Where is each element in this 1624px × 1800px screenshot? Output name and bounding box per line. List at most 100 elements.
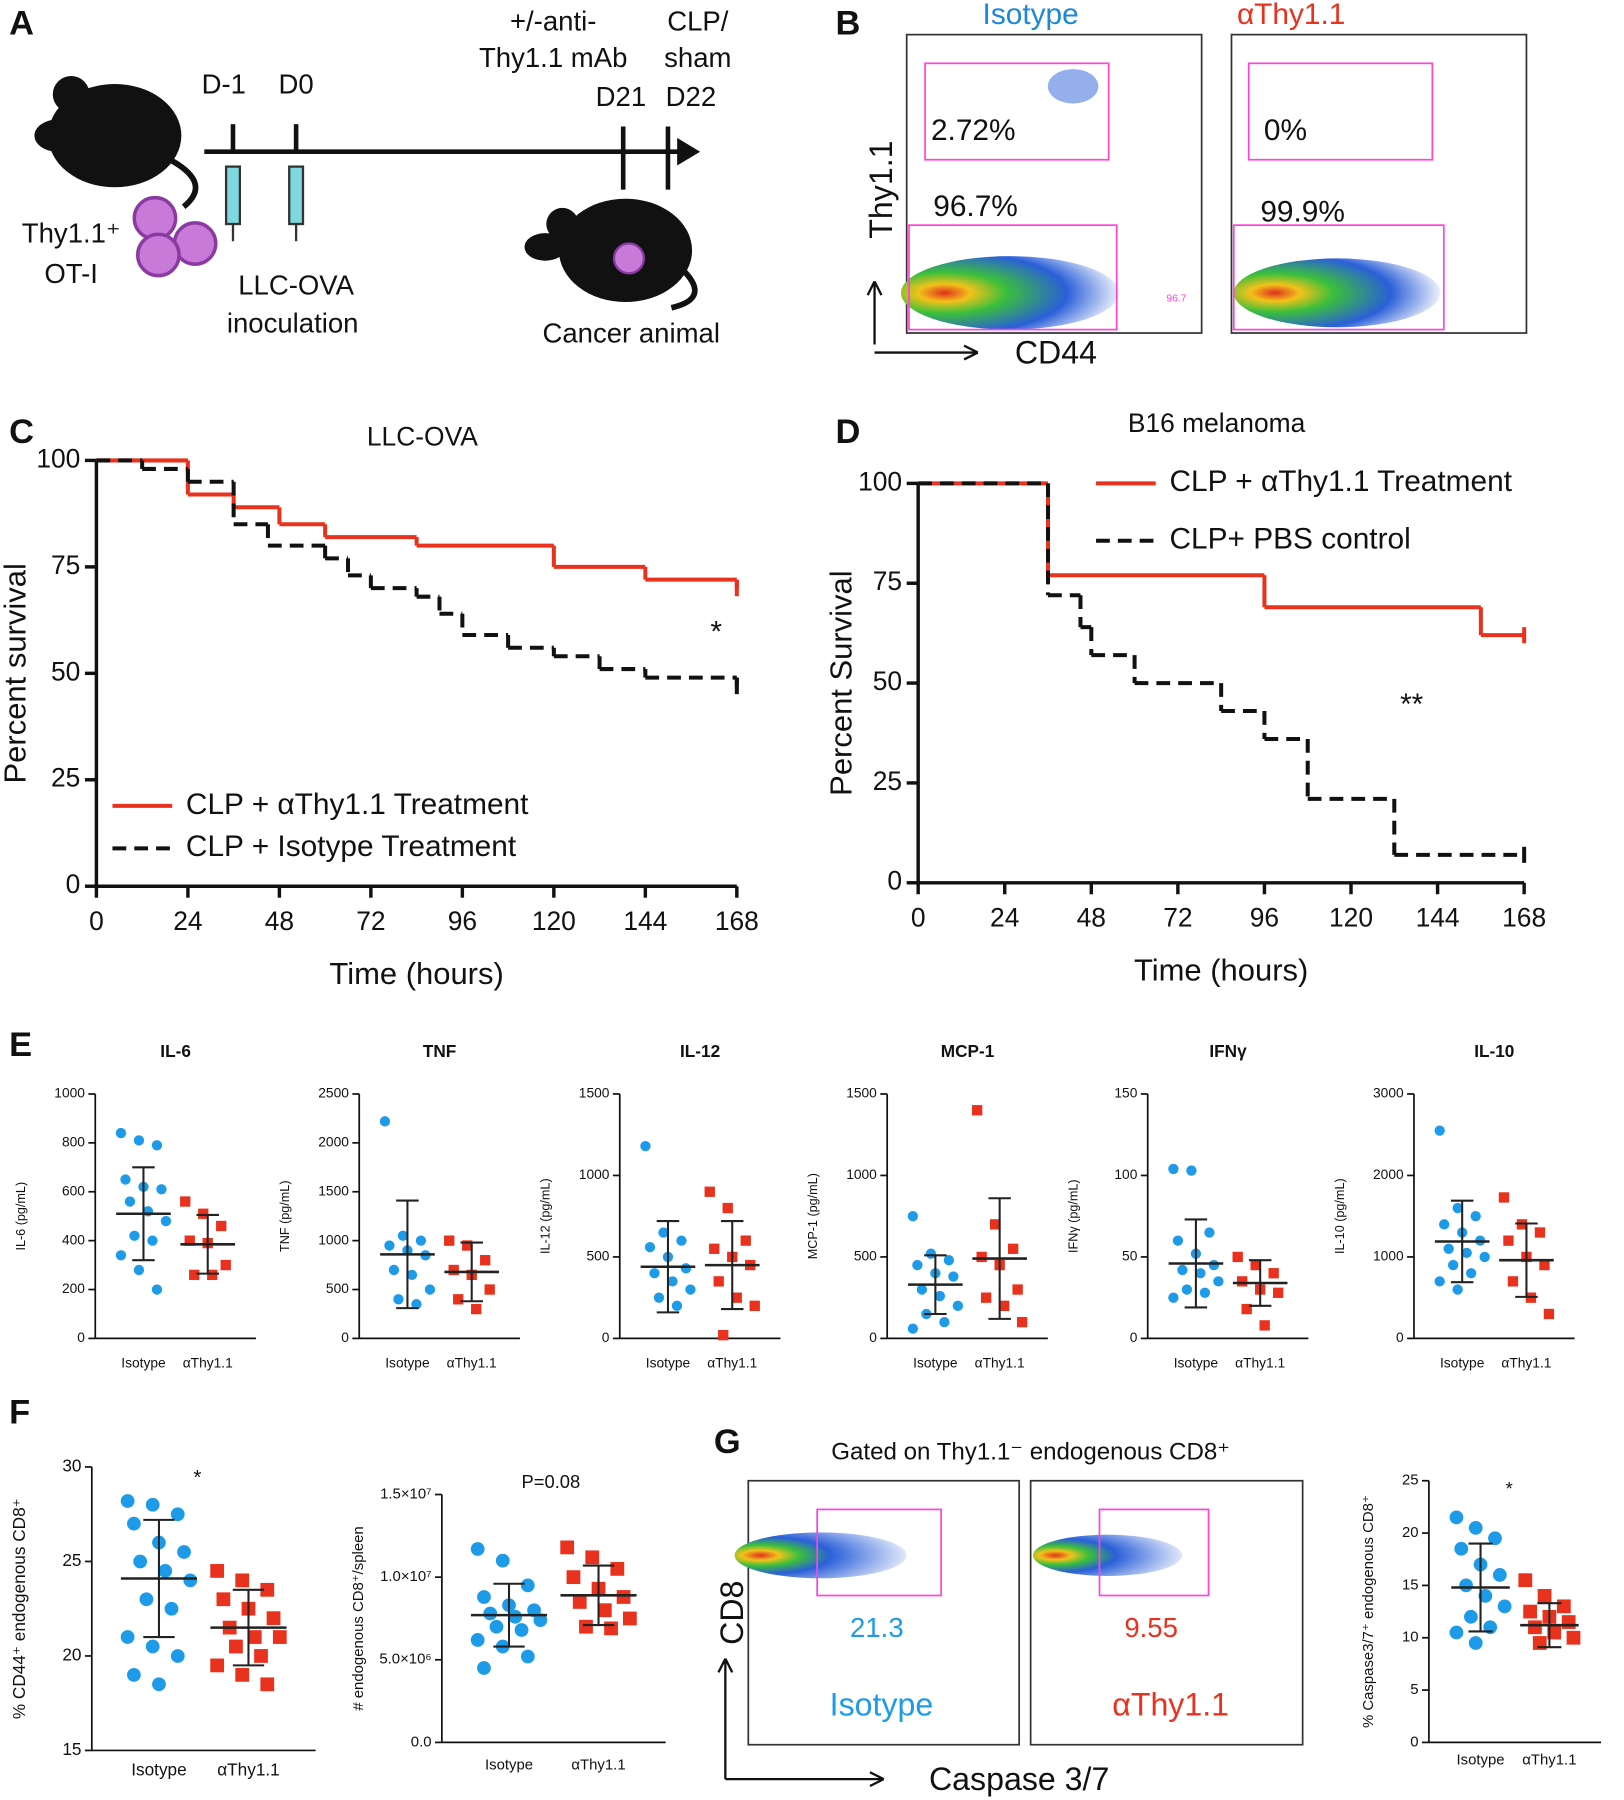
- y-label: IL-6 (pg/mL): [14, 1182, 28, 1251]
- point: [384, 1240, 395, 1251]
- point: [1448, 1259, 1459, 1271]
- y-tick-label: 1000: [579, 1167, 610, 1182]
- x-label: Time (hours): [329, 956, 503, 991]
- point: [151, 1140, 163, 1151]
- point: [566, 1570, 581, 1585]
- y-tick-label: 600: [62, 1183, 85, 1198]
- point: [579, 1619, 593, 1634]
- point: [170, 1507, 185, 1522]
- y-tick-label: 500: [854, 1249, 877, 1264]
- y-label: # endogenous CD8⁺/spleen: [350, 1526, 367, 1710]
- point: [998, 1300, 1010, 1311]
- point: [235, 1573, 250, 1588]
- panel-g-text: Gated on Thy1.1⁻ endogenous CD8⁺ CD8 Cas…: [714, 1439, 1230, 1797]
- timepoint: D21: [596, 81, 647, 112]
- point: [1468, 1636, 1483, 1650]
- point: [943, 1255, 955, 1266]
- plot-title: Gated on Thy1.1⁻ endogenous CD8⁺: [831, 1439, 1230, 1466]
- y-tick-label: 2000: [1373, 1167, 1404, 1182]
- treatment: +/-anti-: [510, 5, 596, 36]
- x-label: Time (hours): [1134, 952, 1308, 987]
- y-tick-label: 75: [873, 566, 902, 596]
- y-tick-label: 1000: [318, 1232, 349, 1247]
- point: [1012, 1284, 1023, 1295]
- gate-value: 0%: [1264, 114, 1307, 147]
- y-tick-label: 1000: [846, 1167, 877, 1182]
- x-label: Caspase 3/7: [929, 1761, 1109, 1797]
- timepoint: D0: [279, 69, 314, 100]
- point: [170, 1649, 185, 1663]
- gate-stat: 96.7: [1166, 293, 1186, 304]
- point: [912, 1259, 923, 1271]
- point: [1468, 1520, 1483, 1535]
- y-tick-label: 0: [66, 869, 81, 899]
- panel-letter: B: [836, 5, 861, 43]
- y-tick-label: 0: [341, 1330, 349, 1345]
- treatment: Thy1.1 mAb: [479, 42, 627, 73]
- point: [184, 1235, 195, 1246]
- y-tick-label: 1.5×10⁷: [380, 1485, 431, 1502]
- legend-label: CLP+ PBS control: [1170, 523, 1411, 556]
- surgery: CLP/: [667, 5, 729, 36]
- point: [971, 1105, 983, 1116]
- y-label: % CD44⁺ endogenous CD8⁺: [9, 1498, 29, 1719]
- point: [1503, 1235, 1514, 1246]
- point: [1507, 1276, 1519, 1287]
- point: [397, 1230, 409, 1241]
- point: [216, 1592, 231, 1607]
- point: [1537, 1588, 1552, 1603]
- y-tick-label: 0: [602, 1330, 610, 1345]
- point: [704, 1186, 715, 1197]
- x-tick-label: Isotype: [385, 1355, 430, 1370]
- point: [980, 1292, 992, 1303]
- point: [1172, 1235, 1184, 1246]
- point: [489, 1619, 504, 1634]
- point: [1547, 1625, 1562, 1640]
- annotation: *: [1506, 1478, 1513, 1499]
- point: [976, 1251, 987, 1263]
- point: [731, 1292, 742, 1303]
- x-tick-label: 96: [1250, 902, 1279, 932]
- y-tick-label: 25: [51, 763, 80, 793]
- timepoint: D22: [666, 81, 717, 112]
- annotation: *: [710, 616, 722, 649]
- point: [210, 1564, 225, 1578]
- point: [1168, 1292, 1179, 1303]
- x-tick-label: αThy1.1: [707, 1355, 757, 1370]
- y-tick-label: 200: [62, 1281, 85, 1296]
- point: [127, 1516, 141, 1531]
- inoculation: LLC-OVA: [238, 269, 354, 300]
- gate-value: 9.55: [1124, 1612, 1178, 1643]
- annotation: *: [193, 1466, 201, 1489]
- point: [1007, 1243, 1019, 1254]
- point: [1539, 1259, 1550, 1271]
- y-tick-label: 0: [1130, 1330, 1138, 1345]
- y-tick-label: 1000: [54, 1086, 85, 1101]
- y-tick-label: 15: [1402, 1576, 1419, 1593]
- point: [939, 1316, 950, 1328]
- y-tick-label: 100: [858, 466, 902, 496]
- point: [622, 1611, 637, 1626]
- y-tick-label: 3000: [1373, 1086, 1404, 1101]
- y-tick-label: 0.0: [411, 1733, 432, 1750]
- point: [749, 1300, 760, 1311]
- y-label: % Caspase3/7⁺ endogenous CD8⁺: [1360, 1495, 1377, 1728]
- point: [676, 1235, 687, 1246]
- point: [133, 1135, 145, 1146]
- point: [740, 1235, 751, 1246]
- point: [952, 1300, 964, 1311]
- point: [156, 1184, 167, 1195]
- point: [1566, 1630, 1581, 1645]
- point: [1186, 1165, 1197, 1176]
- point: [680, 1263, 692, 1274]
- point: [653, 1292, 665, 1303]
- x-tick-label: αThy1.1: [1501, 1355, 1551, 1370]
- point: [495, 1553, 510, 1568]
- plot-title: Isotype: [983, 0, 1079, 31]
- chart-title: IL-6: [160, 1041, 191, 1061]
- gate-value: 99.9%: [1260, 196, 1345, 229]
- y-tick-label: 1500: [579, 1086, 610, 1101]
- point: [527, 1603, 541, 1618]
- point: [471, 1303, 482, 1315]
- y-tick-label: 50: [873, 666, 902, 696]
